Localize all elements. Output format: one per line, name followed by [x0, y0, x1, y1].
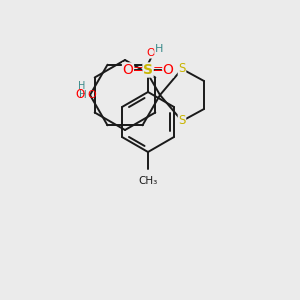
Text: O: O [123, 63, 134, 77]
Text: O: O [76, 88, 85, 101]
Text: =: = [153, 64, 163, 76]
Text: S: S [143, 63, 153, 77]
Text: O: O [87, 90, 96, 100]
Text: S: S [178, 115, 186, 128]
Text: H: H [79, 90, 87, 100]
Text: S: S [178, 62, 186, 76]
Text: O: O [147, 48, 155, 58]
Text: =: = [133, 64, 143, 76]
Text: CH₃: CH₃ [138, 176, 158, 186]
Text: H: H [78, 81, 85, 91]
Text: O: O [163, 63, 173, 77]
Text: H: H [155, 44, 163, 54]
